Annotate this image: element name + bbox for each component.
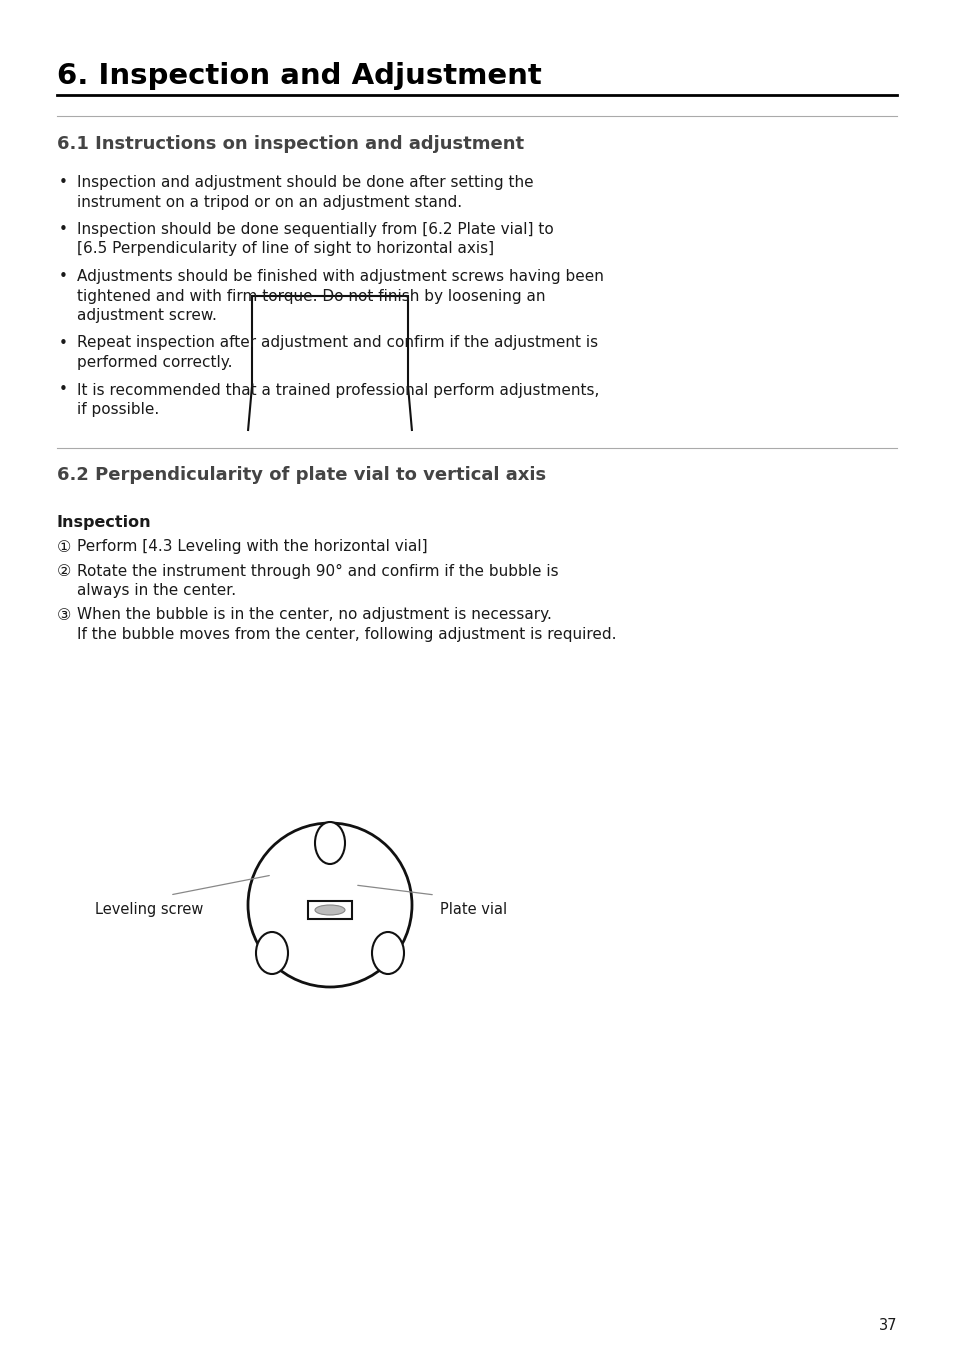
Text: 37: 37 — [878, 1318, 896, 1333]
Ellipse shape — [314, 905, 345, 915]
Text: Adjustments should be finished with adjustment screws having been: Adjustments should be finished with adju… — [77, 269, 603, 284]
Text: •: • — [59, 175, 68, 190]
Text: Plate vial: Plate vial — [439, 902, 507, 917]
Text: •: • — [59, 269, 68, 284]
Bar — [308, 900, 352, 919]
Text: •: • — [59, 335, 68, 350]
Text: instrument on a tripod or on an adjustment stand.: instrument on a tripod or on an adjustme… — [77, 195, 461, 210]
Text: 6. Inspection and Adjustment: 6. Inspection and Adjustment — [57, 62, 541, 90]
Text: Leveling screw: Leveling screw — [95, 902, 203, 917]
Text: [6.5 Perpendicularity of line of sight to horizontal axis]: [6.5 Perpendicularity of line of sight t… — [77, 241, 494, 257]
Text: ②: ② — [57, 564, 71, 579]
Text: It is recommended that a trained professional perform adjustments,: It is recommended that a trained profess… — [77, 382, 598, 397]
Text: Inspection: Inspection — [57, 516, 152, 530]
Ellipse shape — [255, 931, 288, 975]
Text: If the bubble moves from the center, following adjustment is required.: If the bubble moves from the center, fol… — [77, 627, 616, 642]
Text: tightened and with firm torque. Do not finish by loosening an: tightened and with firm torque. Do not f… — [77, 288, 545, 303]
Text: ①: ① — [57, 540, 71, 555]
Text: Inspection and adjustment should be done after setting the: Inspection and adjustment should be done… — [77, 175, 533, 190]
Text: 6.2 Perpendicularity of plate vial to vertical axis: 6.2 Perpendicularity of plate vial to ve… — [57, 466, 545, 483]
Text: always in the center.: always in the center. — [77, 584, 236, 599]
Text: performed correctly.: performed correctly. — [77, 355, 233, 370]
Text: adjustment screw.: adjustment screw. — [77, 308, 216, 323]
Text: ③: ③ — [57, 607, 71, 622]
Text: •: • — [59, 382, 68, 397]
Text: Perform [4.3 Leveling with the horizontal vial]: Perform [4.3 Leveling with the horizonta… — [77, 540, 427, 555]
Text: When the bubble is in the center, no adjustment is necessary.: When the bubble is in the center, no adj… — [77, 607, 551, 622]
Text: •: • — [59, 222, 68, 237]
Text: Inspection should be done sequentially from [6.2 Plate vial] to: Inspection should be done sequentially f… — [77, 222, 553, 237]
Ellipse shape — [372, 931, 403, 975]
Text: Repeat inspection after adjustment and confirm if the adjustment is: Repeat inspection after adjustment and c… — [77, 335, 598, 350]
Text: if possible.: if possible. — [77, 402, 159, 417]
Ellipse shape — [314, 822, 345, 864]
Text: 6.1 Instructions on inspection and adjustment: 6.1 Instructions on inspection and adjus… — [57, 135, 523, 153]
Text: Rotate the instrument through 90° and confirm if the bubble is: Rotate the instrument through 90° and co… — [77, 564, 558, 579]
